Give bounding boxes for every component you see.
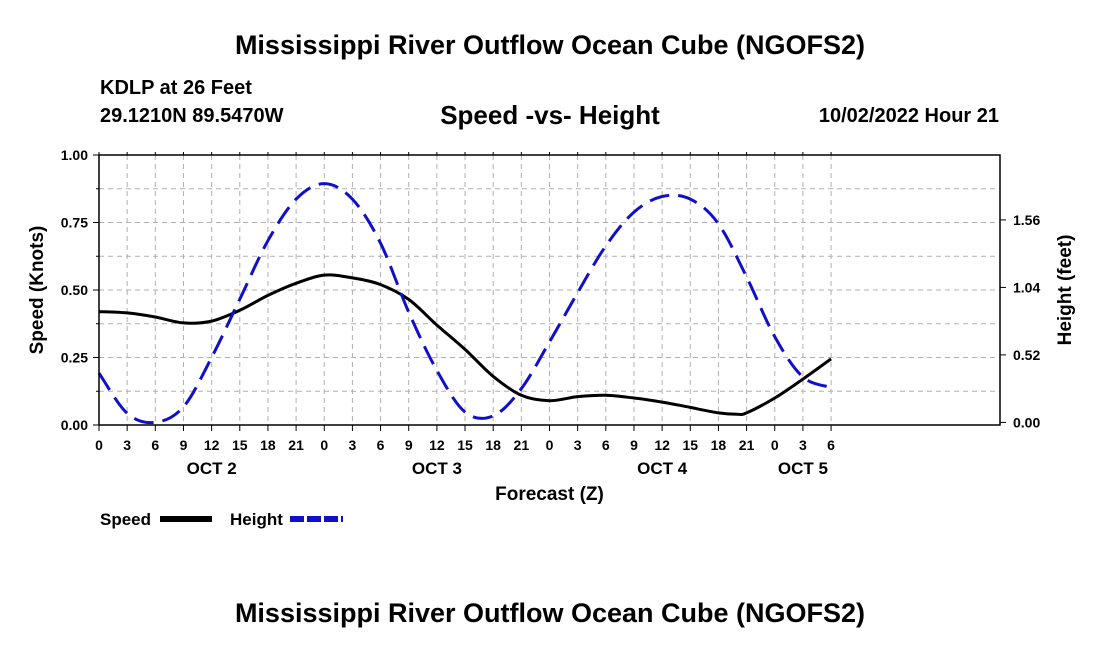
x-tick-label: 6 [151,437,159,453]
grid-lines [98,154,1000,426]
legend: Speed Height [100,510,343,529]
legend-label-speed: Speed [100,510,151,529]
x-tick-label: 12 [204,437,220,453]
x-day-label: OCT 4 [637,459,688,478]
y-tick-label: 0.25 [61,350,88,366]
y2-axis-title: Height (feet) [1055,235,1076,346]
x-tick-label: 21 [739,437,755,453]
x-tick-label: 3 [349,437,357,453]
x-day-label: OCT 2 [187,459,237,478]
x-tick-label: 0 [771,437,779,453]
y2-tick-label: 1.04 [1013,279,1040,295]
x-tick-label: 21 [288,437,304,453]
x-tick-label: 18 [485,437,501,453]
axis-labels: 0 3 6 9 12 15 18 21 0 3 6 9 12 15 18 21 0 3 6 9 12 15 18 21 0 3 6 O… [27,147,1076,505]
x-tick-label: 15 [457,437,473,453]
y-tick-label: 1.00 [61,147,88,163]
axis-ticks [93,152,1006,431]
y-tick-label: 0.75 [61,215,88,231]
x-tick-label: 0 [320,437,328,453]
x-tick-label: 15 [682,437,698,453]
x-tick-label: 9 [180,437,188,453]
chart-subtitle: Speed -vs- Height [440,100,660,130]
x-tick-label: 6 [602,437,610,453]
series-line-speed [98,273,832,417]
coordinates-label: 29.1210N 89.5470W [100,105,284,127]
x-tick-label: 12 [654,437,670,453]
x-tick-label: 3 [123,437,131,453]
x-tick-label: 18 [260,437,276,453]
y2-tick-label: 1.56 [1013,212,1040,228]
x-tick-label: 9 [405,437,413,453]
x-tick-label: 21 [514,437,530,453]
chart-title: Mississippi River Outflow Ocean Cube (NG… [234,30,866,60]
x-tick-label: 15 [232,437,248,453]
x-tick-label: 6 [377,437,385,453]
x-tick-label: 12 [429,437,445,453]
forecast-datetime: 10/02/2022 Hour 21 [818,105,999,127]
y2-tick-label: 0.00 [1013,414,1040,430]
x-tick-label: 3 [574,437,582,453]
y2-tick-label: 0.52 [1013,347,1040,363]
x-day-label: OCT 5 [778,459,828,478]
x-tick-label: 6 [827,437,835,453]
x-tick-label: 9 [630,437,638,453]
station-label: KDLP at 26 Feet [100,77,252,99]
series-line-height [97,182,832,425]
x-tick-label: 0 [95,437,103,453]
x-axis-title: Forecast (Z) [495,484,604,505]
y-tick-label: 0.50 [61,282,88,298]
y-axis-title: Speed (Knots) [27,226,48,355]
series-lines [97,182,832,425]
x-tick-label: 3 [799,437,807,453]
footer-title: Mississippi River Outflow Ocean Cube (NG… [234,598,866,628]
y-tick-label: 0.00 [61,417,88,433]
x-tick-label: 0 [546,437,554,453]
x-tick-label: 18 [711,437,727,453]
x-day-label: OCT 3 [412,459,462,478]
legend-label-height: Height [230,510,283,529]
